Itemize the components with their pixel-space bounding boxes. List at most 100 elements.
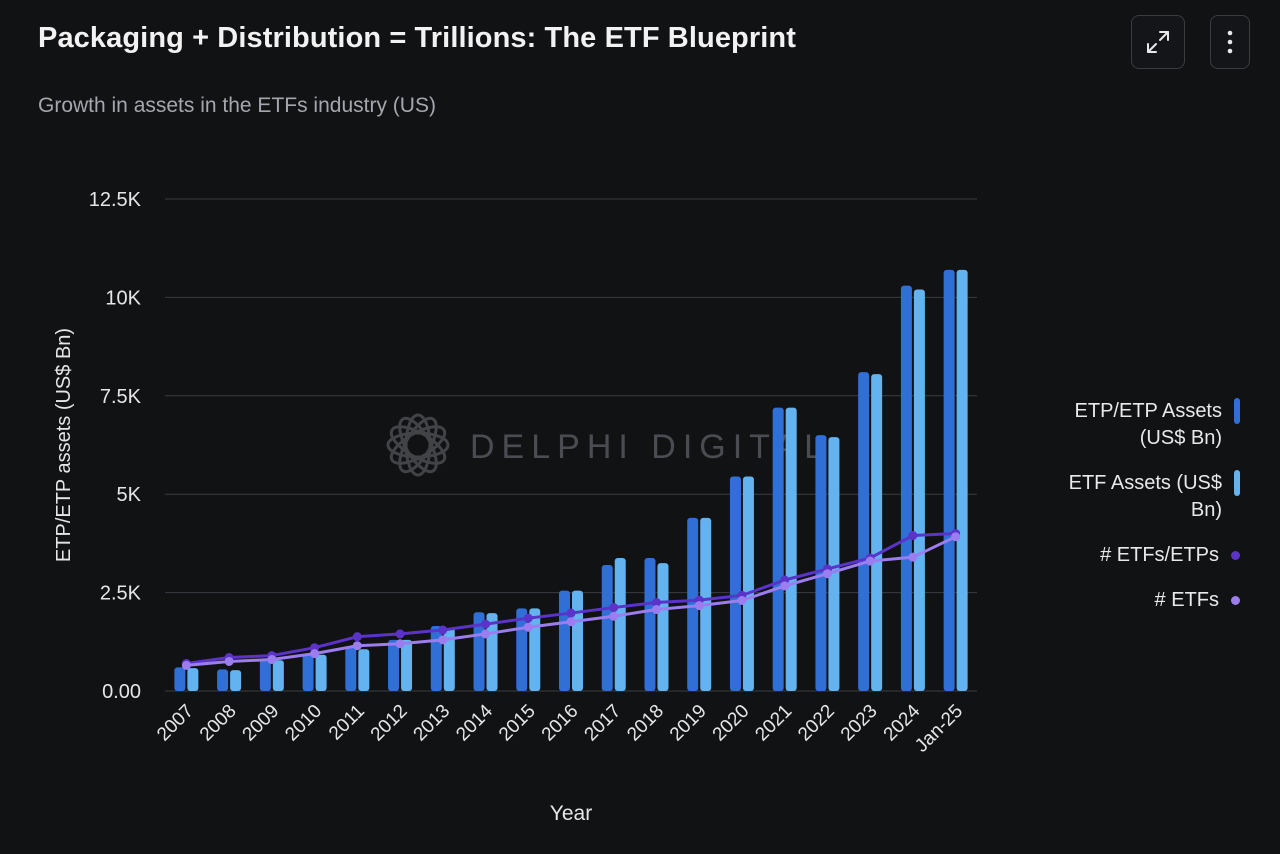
legend-label: # ETFs xyxy=(1154,589,1219,611)
legend-item-etp-assets[interactable]: ETP/ETP Assets (US$ Bn) xyxy=(1000,398,1240,452)
bar-etp-assets xyxy=(601,565,613,691)
bar-etp-assets xyxy=(345,647,357,691)
point-etfs xyxy=(224,656,234,666)
bar-etf-assets xyxy=(956,269,968,691)
bar-etp-assets xyxy=(174,667,186,691)
y-tick-label: 12.5K xyxy=(89,189,142,211)
bar-etf-assets xyxy=(614,557,626,691)
point-etfs-etps xyxy=(609,603,619,613)
point-etfs-etps xyxy=(523,613,533,623)
x-tick-label: 2009 xyxy=(239,701,284,746)
point-etfs xyxy=(395,639,405,649)
line-etfs-etps xyxy=(186,532,956,665)
point-etfs xyxy=(908,552,918,562)
point-etfs-etps xyxy=(438,625,448,635)
watermark-text: DELPHI DIGITAL xyxy=(470,428,830,466)
bar-etp-assets xyxy=(943,269,955,691)
bar-etf-assets xyxy=(187,668,199,691)
point-etfs-etps xyxy=(481,619,491,629)
x-tick-label: 2019 xyxy=(666,701,711,746)
bar-etf-assets xyxy=(913,289,925,691)
x-tick-label: 2020 xyxy=(709,701,754,746)
more-options-button[interactable] xyxy=(1210,15,1250,69)
bar-etf-assets xyxy=(572,590,583,691)
bar-etp-assets xyxy=(259,659,271,691)
legend-swatch xyxy=(1234,470,1240,496)
bar-etp-assets xyxy=(858,372,870,691)
point-etfs xyxy=(181,660,191,670)
bar-etf-assets xyxy=(828,437,840,691)
bar-etf-assets xyxy=(742,476,754,691)
expand-icon xyxy=(1147,31,1169,53)
line-etfs xyxy=(186,535,957,667)
bar-etf-assets xyxy=(443,628,455,691)
x-tick-label: 2011 xyxy=(325,701,369,745)
bar-etp-assets xyxy=(729,476,741,691)
point-etfs xyxy=(951,532,961,542)
point-etfs xyxy=(865,556,875,566)
legend-swatch xyxy=(1234,398,1240,424)
bar-etp-assets xyxy=(217,669,229,691)
bar-etf-assets xyxy=(315,654,327,691)
bar-etp-assets xyxy=(430,626,442,691)
x-tick-label: 2023 xyxy=(837,701,882,746)
point-etfs-etps xyxy=(352,632,362,642)
y-axis-title: ETP/ETP assets (US$ Bn) xyxy=(53,328,75,562)
legend-item-etfs-etps[interactable]: # ETFs/ETPs xyxy=(1000,542,1240,569)
x-tick-label: 2008 xyxy=(196,701,241,746)
y-tick-label: 10K xyxy=(105,287,141,309)
point-etfs xyxy=(481,629,491,639)
expand-button[interactable] xyxy=(1131,15,1185,69)
bar-etp-assets xyxy=(559,590,570,691)
x-tick-label: 2014 xyxy=(452,700,497,745)
bar-etf-assets xyxy=(272,660,284,691)
point-etfs xyxy=(438,635,448,645)
point-etfs xyxy=(822,569,832,579)
point-etfs-etps xyxy=(566,608,576,618)
legend-swatch xyxy=(1231,551,1240,560)
chart-svg: 0.00 2.5K 5K 7.5K 10K 12.5K DELPHI DIGITAL 2007… xyxy=(53,189,977,825)
x-tick-label: 2010 xyxy=(281,701,326,746)
x-tick-label: 2013 xyxy=(410,701,455,746)
bar-etf-assets xyxy=(785,407,797,691)
more-vertical-icon xyxy=(1227,30,1233,54)
point-etfs xyxy=(310,649,320,659)
bar-etp-assets xyxy=(772,407,784,691)
x-tick-label: 2015 xyxy=(495,701,540,746)
legend-label: ETP/ETP Assets (US$ Bn) xyxy=(1074,400,1222,449)
bar-etf-assets xyxy=(657,563,669,691)
bar-etp-assets xyxy=(302,653,314,691)
chart-subtitle: Growth in assets in the ETFs industry (U… xyxy=(38,94,436,117)
legend: ETP/ETP Assets (US$ Bn) ETF Assets (US$ … xyxy=(1000,398,1240,632)
point-etfs xyxy=(523,622,533,632)
point-etfs xyxy=(694,601,704,611)
point-etfs-etps xyxy=(651,597,661,607)
legend-swatch xyxy=(1231,596,1240,605)
bar-etf-assets xyxy=(358,649,370,691)
point-etfs-etps xyxy=(395,629,405,639)
bar-etp-assets xyxy=(815,435,827,691)
y-tick-label: 5K xyxy=(117,484,142,506)
point-etfs xyxy=(609,611,619,621)
y-tick-label: 0.00 xyxy=(102,681,141,703)
point-etfs xyxy=(780,581,790,591)
legend-label: # ETFs/ETPs xyxy=(1100,544,1219,566)
x-tick-label: 2016 xyxy=(538,701,583,746)
y-tick-label: 7.5K xyxy=(100,386,142,408)
legend-label: ETF Assets (US$ Bn) xyxy=(1068,472,1222,521)
bar-etf-assets xyxy=(871,374,883,691)
point-etfs xyxy=(566,617,576,627)
legend-item-etfs[interactable]: # ETFs xyxy=(1000,587,1240,614)
x-tick-label: 2021 xyxy=(751,701,796,746)
x-tick-label: 2017 xyxy=(581,701,626,746)
point-etfs xyxy=(651,605,661,615)
legend-item-etf-assets[interactable]: ETF Assets (US$ Bn) xyxy=(1000,470,1240,524)
x-tick-label: 2007 xyxy=(153,701,198,746)
bar-etp-assets xyxy=(644,557,656,691)
x-tick-label: 2018 xyxy=(623,701,668,746)
bar-etp-assets xyxy=(687,517,699,691)
y-tick-label: 2.5K xyxy=(100,583,142,605)
point-etfs-etps xyxy=(908,531,918,541)
watermark-logo xyxy=(386,413,450,477)
x-tick-label: 2012 xyxy=(367,701,412,746)
